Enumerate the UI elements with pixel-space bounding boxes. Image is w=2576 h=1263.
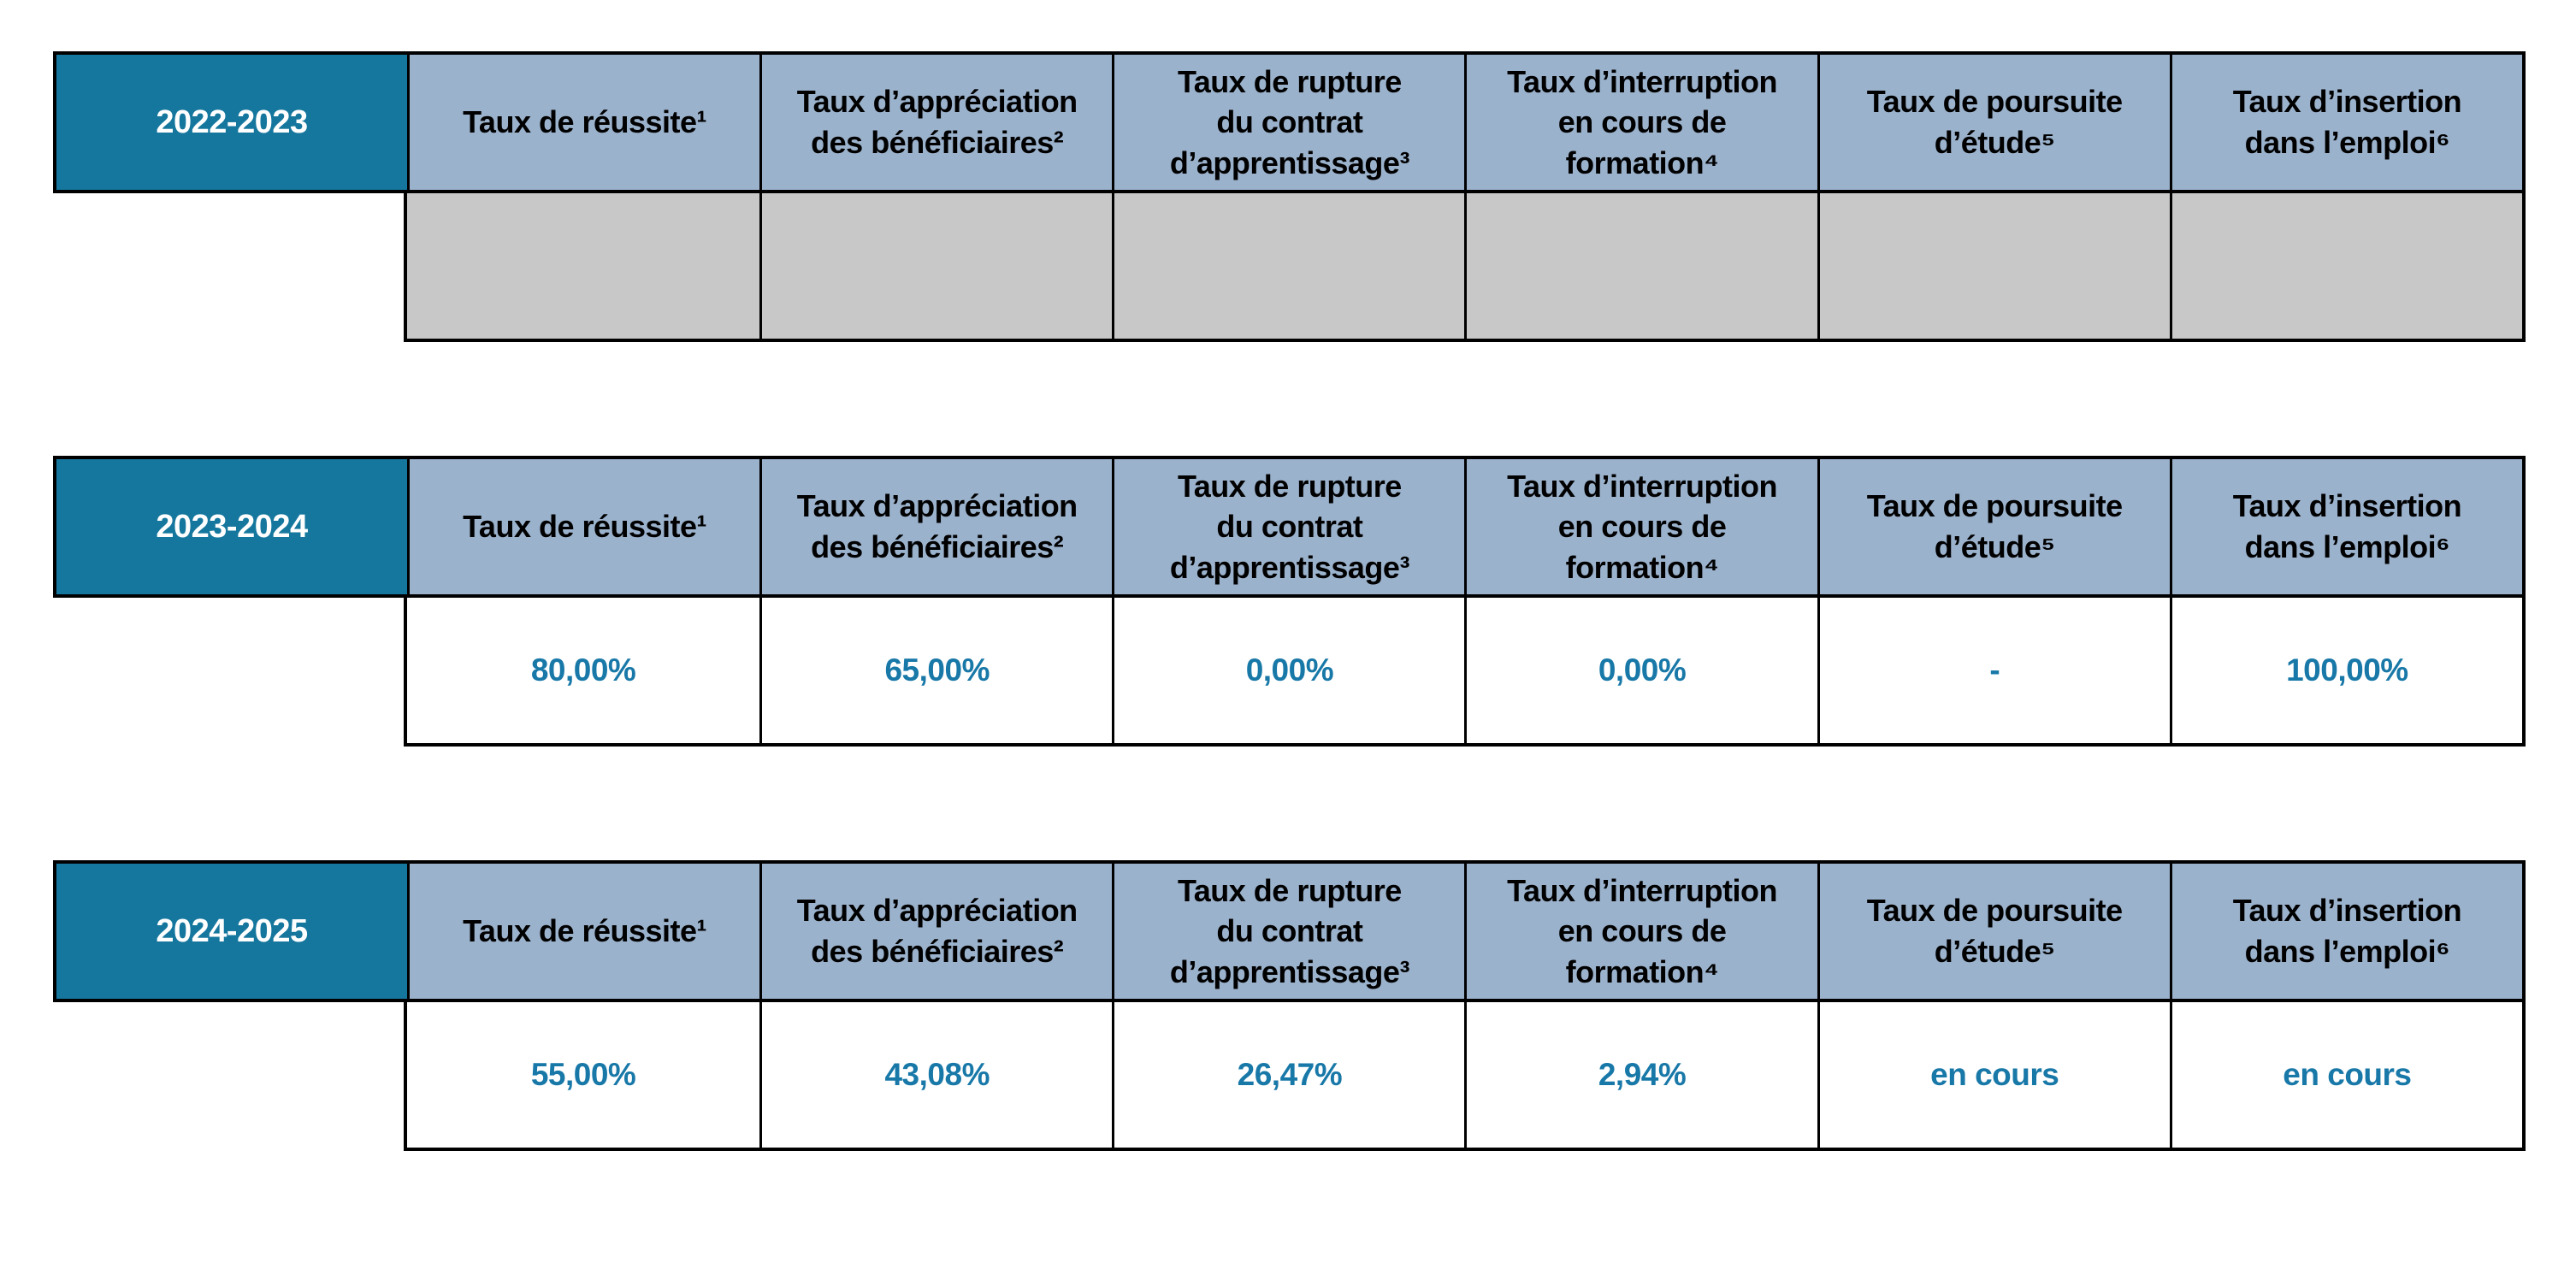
value-taux-interruption: 2,94% bbox=[1464, 1002, 1817, 1148]
rates-table-2024-2025: 2024-2025 Taux de réussite¹ Taux d’appré… bbox=[53, 860, 2526, 1151]
year-cell: 2024-2025 bbox=[56, 864, 407, 999]
column-header-taux-rupture: Taux de rupture du contrat d’apprentissa… bbox=[1112, 55, 1464, 190]
header-row: 2023-2024 Taux de réussite¹ Taux d’appré… bbox=[53, 456, 2526, 598]
data-row: 80,00% 65,00% 0,00% 0,00% - 100,00% bbox=[404, 598, 2526, 747]
column-header-taux-reussite: Taux de réussite¹ bbox=[407, 864, 759, 999]
value-taux-poursuite: en cours bbox=[1817, 1002, 2170, 1148]
column-header-taux-rupture: Taux de rupture du contrat d’apprentissa… bbox=[1112, 864, 1464, 999]
rates-table-2022-2023: 2022-2023 Taux de réussite¹ Taux d’appré… bbox=[53, 51, 2526, 342]
value-taux-insertion: 100,00% bbox=[2169, 598, 2522, 743]
data-row: 55,00% 43,08% 26,47% 2,94% en cours en c… bbox=[404, 1002, 2526, 1151]
column-header-taux-reussite: Taux de réussite¹ bbox=[407, 55, 759, 190]
value-taux-interruption bbox=[1464, 193, 1817, 339]
column-header-taux-poursuite: Taux de poursuite d’étude⁵ bbox=[1817, 55, 2170, 190]
value-taux-reussite: 80,00% bbox=[530, 652, 636, 688]
column-header-taux-insertion: Taux d’insertion dans l’emploi⁶ bbox=[2169, 459, 2522, 594]
value-taux-interruption: 0,00% bbox=[1464, 598, 1817, 743]
value-taux-poursuite: - bbox=[1817, 598, 2170, 743]
value-taux-appreciation: 43,08% bbox=[759, 1002, 1112, 1148]
column-header-taux-poursuite: Taux de poursuite d’étude⁵ bbox=[1817, 864, 2170, 999]
year-cell: 2023-2024 bbox=[56, 459, 407, 594]
column-header-taux-appreciation: Taux d’appréciation des bénéficiaires² bbox=[759, 55, 1112, 190]
data-row bbox=[404, 193, 2526, 342]
value-taux-poursuite bbox=[1817, 193, 2170, 339]
header-row: 2022-2023 Taux de réussite¹ Taux d’appré… bbox=[53, 51, 2526, 193]
value-taux-rupture: 26,47% bbox=[1112, 1002, 1464, 1148]
value-taux-rupture: 0,00% bbox=[1112, 598, 1464, 743]
column-header-taux-insertion: Taux d’insertion dans l’emploi⁶ bbox=[2169, 864, 2522, 999]
column-header-taux-interruption: Taux d’interruption en cours de formatio… bbox=[1464, 864, 1817, 999]
column-header-taux-appreciation: Taux d’appréciation des bénéficiaires² bbox=[759, 864, 1112, 999]
value-taux-insertion: en cours bbox=[2169, 1002, 2522, 1148]
rates-table-2023-2024: 2023-2024 Taux de réussite¹ Taux d’appré… bbox=[53, 456, 2526, 747]
value-taux-rupture bbox=[1112, 193, 1464, 339]
header-row: 2024-2025 Taux de réussite¹ Taux d’appré… bbox=[53, 860, 2526, 1002]
column-header-taux-interruption: Taux d’interruption en cours de formatio… bbox=[1464, 459, 1817, 594]
value-taux-appreciation bbox=[759, 193, 1112, 339]
value-taux-insertion bbox=[2169, 193, 2522, 339]
year-cell: 2022-2023 bbox=[56, 55, 407, 190]
value-taux-reussite bbox=[407, 193, 759, 339]
value-taux-appreciation: 65,00% bbox=[759, 598, 1112, 743]
column-header-taux-reussite: Taux de réussite¹ bbox=[407, 459, 759, 594]
column-header-taux-appreciation: Taux d’appréciation des bénéficiaires² bbox=[759, 459, 1112, 594]
column-header-taux-rupture: Taux de rupture du contrat d’apprentissa… bbox=[1112, 459, 1464, 594]
column-header-taux-poursuite: Taux de poursuite d’étude⁵ bbox=[1817, 459, 2170, 594]
column-header-taux-insertion: Taux d’insertion dans l’emploi⁶ bbox=[2169, 55, 2522, 190]
column-header-taux-interruption: Taux d’interruption en cours de formatio… bbox=[1464, 55, 1817, 190]
value-taux-reussite: 55,00% bbox=[530, 1057, 636, 1092]
